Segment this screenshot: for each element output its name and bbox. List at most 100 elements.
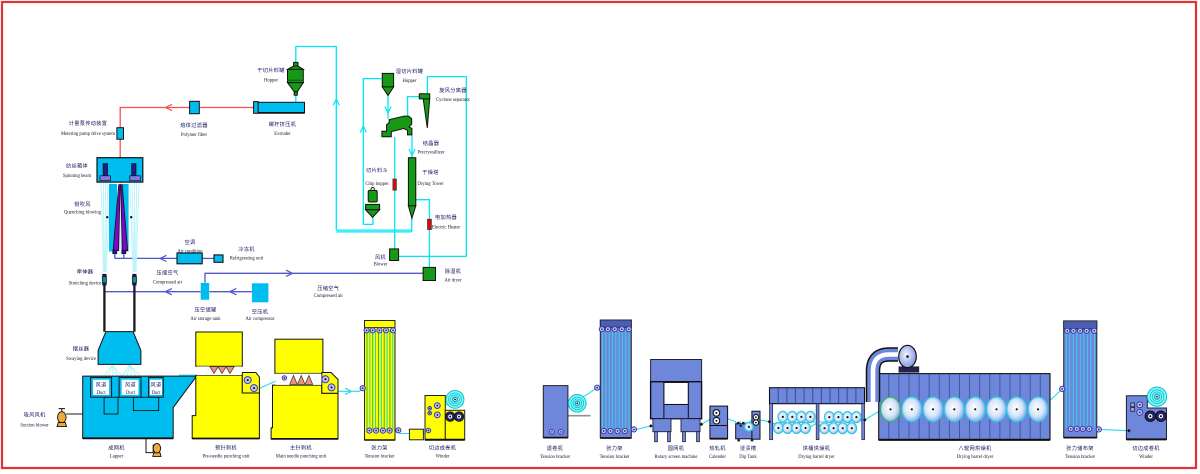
guide-roller (395, 427, 402, 434)
tension-bracket-1 (364, 320, 396, 441)
guide-roller (425, 427, 432, 434)
flow-arrow-down (408, 148, 416, 156)
chip-hopper-funnel (364, 209, 381, 219)
guide-roller (549, 429, 555, 435)
guide-roller (321, 375, 330, 384)
chip-hopper-barrel (367, 189, 378, 203)
web-node (863, 418, 867, 422)
stretching-device-left (101, 273, 107, 286)
flow-arrow-up (332, 98, 340, 106)
label-suction-blower-en: Suction blower (20, 423, 49, 428)
tension1-web-strands (366, 330, 394, 430)
flow-arrows (159, 98, 416, 395)
drying-cylinder (833, 411, 844, 424)
tension2-web-strands (602, 329, 630, 430)
electric-heater-small (392, 178, 397, 191)
dryer2-fan-pedestal (898, 366, 920, 373)
spinneret-stem-left (102, 163, 108, 177)
unwinder-body (542, 385, 569, 439)
drying-cylinder (1006, 396, 1028, 423)
drying-cylinder (964, 396, 986, 423)
flow-arrow-left (229, 288, 237, 296)
guide-roller (433, 411, 441, 419)
lapper-pedestal-2 (132, 396, 160, 412)
tension-bracket-2 (599, 319, 632, 439)
pipe-quench-air (114, 253, 177, 260)
flow-arrow-left (165, 103, 173, 112)
capsule-cap-top (132, 273, 137, 277)
suction-blower2-body (152, 442, 162, 454)
dip-squeeze-dot (755, 421, 757, 424)
guide-roller (607, 427, 614, 435)
filament-line (129, 182, 134, 273)
guide-roller (250, 384, 258, 393)
cyclone-cap (418, 93, 431, 100)
filament-line (126, 364, 130, 376)
melt-spinning-section (56, 100, 306, 457)
pre-needle-band (196, 366, 242, 376)
guide-roller (1077, 327, 1084, 334)
label-suction-blower-zh: 吸风风机 (24, 411, 46, 419)
web-node (1127, 428, 1131, 433)
dryer1-leg-right (861, 403, 865, 441)
label-air-compressor-en: Air compressor (245, 317, 274, 322)
label-winder-1-zh: 切边成卷机 (429, 443, 457, 451)
label-tension-bracket-2-zh: 张力架 (606, 444, 622, 452)
label-lapper-zh: 成网机 (108, 443, 125, 451)
label-drying-barrel-dryer-2-en: Drying barrel dryer (957, 455, 994, 460)
needle-triangle-down (225, 366, 235, 375)
pipe-dry-chip-conveying (295, 45, 337, 231)
winder-roller (1144, 410, 1157, 422)
dryer1-leg-middle (815, 403, 820, 441)
dryer1-stripes (777, 388, 857, 404)
flow-arrow-down (384, 106, 392, 114)
wet-chip-hopper (381, 72, 395, 97)
needle-triangle-up (289, 374, 298, 385)
label-unwinder-en: Tension bracket (540, 455, 570, 460)
pipe-tank-to-airdryer (204, 272, 423, 283)
lapper-duct-boxes (90, 376, 164, 398)
refrigerating-unit (213, 254, 224, 263)
guide-roller (598, 326, 606, 333)
label-drying-tower-zh: 干燥塔 (422, 168, 439, 176)
capsule-body (101, 276, 107, 284)
label-air-storage-tank-en: Air storage tank (190, 317, 221, 322)
label-tension-bracket-2-en: Tension bracket (600, 455, 630, 460)
drying-cylinder (791, 421, 802, 435)
fabric-roll (445, 390, 465, 409)
guide-roller (621, 427, 628, 435)
air-storage-tank (200, 282, 210, 300)
guide-roller (1095, 426, 1102, 433)
lapper (82, 375, 198, 440)
drying-cylinder (846, 422, 858, 435)
filament-line (129, 364, 132, 376)
label-polymer-filter-en: Polymer filter (181, 133, 208, 138)
drying-cylinder (922, 396, 944, 423)
dip-roller-small (739, 424, 742, 427)
rollers-layer (243, 326, 1168, 435)
duct-label-patch-3 (149, 379, 162, 395)
drying-cylinder (837, 422, 849, 435)
label-dry-chip-hopper-en: Hopper (264, 79, 278, 84)
winder2-guide-block (1130, 407, 1135, 412)
label-drying-tower-en: Drying Tower (417, 182, 444, 187)
guide-roller (366, 427, 373, 434)
pipe-cyclone-to-blower (398, 75, 467, 258)
drying-tower-tip (407, 205, 417, 221)
extruder (253, 101, 306, 114)
tension3-topbar (1063, 320, 1098, 330)
guide-roller (1086, 425, 1093, 432)
calender-roller-dot (715, 411, 718, 414)
quenching-unit (106, 184, 133, 254)
label-refrigerating-unit-zh: 冷冻机 (238, 245, 255, 253)
pipes-cyan (295, 45, 467, 268)
spinneret-base-right (129, 175, 141, 182)
label-tension-bracket-3-en: Tension bracket (1065, 455, 1095, 460)
wet-hopper-funnel (381, 86, 395, 97)
main-needle-punching-unit (270, 338, 339, 440)
pipe-melt-extruder-to-pump (119, 106, 254, 128)
filament-line (104, 182, 107, 273)
winder-roller (1155, 410, 1167, 422)
label-drying-barrel-dryer-1-zh: 烘桶烘燥机 (803, 444, 831, 452)
